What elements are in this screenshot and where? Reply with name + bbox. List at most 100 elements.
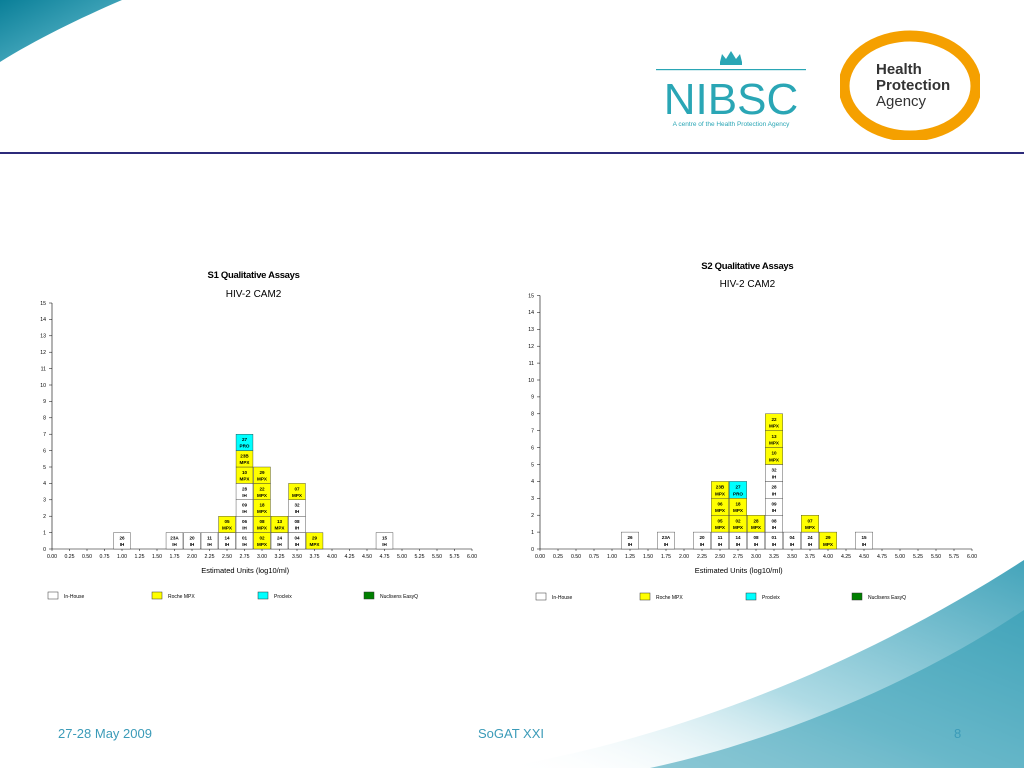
x-tick-label: 5.75 [449, 554, 459, 560]
data-box-assay: MPX [769, 441, 780, 446]
data-box-lab: 08 [771, 518, 777, 523]
x-tick-label: 2.50 [222, 554, 232, 560]
data-box-assay: MPX [715, 508, 726, 513]
data-box-assay: IH [295, 526, 300, 531]
x-tick-label: 0.00 [47, 554, 57, 560]
y-tick-label: 8 [531, 412, 534, 418]
data-box-lab: 04 [789, 535, 795, 540]
data-box-assay: MPX [715, 525, 726, 530]
x-tick-label: 3.75 [309, 554, 319, 560]
y-tick-label: 14 [40, 317, 46, 323]
data-box-assay: MPX [275, 526, 286, 531]
y-tick-label: 10 [40, 383, 46, 389]
x-tick-label: 1.00 [607, 554, 617, 560]
data-box [729, 481, 747, 499]
x-tick-label: 1.25 [134, 554, 144, 560]
data-box-assay: IH [120, 542, 125, 547]
y-tick-label: 13 [40, 334, 46, 340]
data-box-lab: 10 [771, 451, 777, 456]
data-box-assay: IH [862, 542, 867, 547]
y-tick-label: 9 [531, 395, 534, 401]
y-tick-label: 9 [43, 399, 46, 405]
data-box [783, 531, 801, 550]
data-box-assay: MPX [257, 493, 268, 498]
data-box-lab: 06 [242, 519, 248, 524]
y-tick-label: 1 [531, 530, 534, 536]
data-box-assay: MPX [292, 493, 303, 498]
data-box-assay: IH [772, 474, 777, 479]
data-box [375, 532, 394, 550]
data-box-assay: IH [225, 542, 230, 547]
y-tick-label: 14 [528, 310, 534, 316]
legend-label: Procleix [274, 594, 292, 600]
y-tick-label: 10 [528, 378, 534, 384]
x-tick-label: 1.75 [661, 554, 671, 560]
data-box-lab: 28 [242, 486, 248, 491]
legend-label: Roche MPX [168, 594, 195, 600]
x-axis-label: Estimated Units (log10/ml) [201, 566, 289, 575]
data-box-lab: 26 [119, 535, 125, 540]
y-tick-label: 6 [43, 448, 46, 454]
x-tick-label: 0.25 [64, 554, 74, 560]
data-box-assay: MPX [257, 542, 268, 547]
data-box-assay: MPX [257, 526, 268, 531]
data-box-assay: IH [772, 491, 777, 496]
x-tick-label: 4.75 [379, 554, 389, 560]
data-box-lab: 20 [189, 535, 195, 540]
y-tick-label: 4 [531, 479, 534, 485]
x-axis-label: Estimated Units (log10/ml) [695, 566, 783, 575]
crown-icon [720, 51, 742, 65]
y-tick-label: 0 [43, 547, 46, 553]
y-tick-label: 5 [43, 465, 46, 471]
data-box-lab: 07 [294, 486, 300, 491]
data-box-lab: 24 [277, 535, 283, 540]
legend-swatch [151, 591, 163, 600]
legend-label: Nuclisens EasyQ [380, 594, 418, 600]
data-box-lab: 26 [627, 535, 633, 540]
y-tick-label: 11 [41, 366, 46, 372]
x-tick-label: 4.50 [859, 554, 869, 560]
data-box-assay: IH [808, 542, 813, 547]
legend-swatch [257, 591, 269, 600]
data-box-assay: MPX [715, 491, 726, 496]
x-tick-label: 2.25 [204, 554, 214, 560]
y-tick-label: 12 [40, 350, 46, 356]
data-box-assay: MPX [257, 476, 268, 481]
data-box-lab: 27 [735, 484, 741, 489]
x-tick-label: 5.00 [895, 554, 905, 560]
data-box-lab: 15 [861, 535, 867, 540]
x-tick-label: 4.25 [344, 554, 354, 560]
data-box-assay: MPX [257, 509, 268, 514]
data-box [270, 516, 289, 533]
chart-title: S2 Qualitative Assays [701, 261, 793, 272]
data-box [765, 413, 783, 431]
data-box-assay: IH [242, 542, 247, 547]
y-tick-label: 12 [528, 344, 534, 350]
data-box-lab: 04 [294, 535, 300, 540]
x-tick-label: 4.75 [877, 554, 887, 560]
x-tick-label: 4.25 [841, 554, 851, 560]
data-box-lab: 13 [771, 434, 777, 439]
data-box-lab: 14 [224, 535, 230, 540]
y-tick-label: 2 [43, 514, 46, 520]
x-tick-label: 4.00 [327, 554, 337, 560]
data-box-lab: 18 [259, 503, 265, 508]
data-box [113, 532, 131, 550]
data-box-assay: MPX [240, 460, 251, 465]
x-tick-label: 4.50 [362, 554, 372, 560]
data-box-assay: IH [718, 542, 723, 547]
y-tick-label: 8 [43, 416, 46, 422]
data-box-assay: IH [736, 542, 741, 547]
data-box-lab: 32 [294, 503, 300, 508]
data-box-assay: IH [700, 542, 705, 547]
data-box-assay: IH [207, 542, 212, 547]
x-tick-label: 3.25 [274, 554, 284, 560]
data-box-lab: 23A [662, 535, 671, 540]
chart-s2: S2 Qualitative Assays HIV-2 CAM2 0 1 2 3 4 5 6 7 8… [518, 252, 978, 612]
hpa-line3: Agency [876, 93, 927, 110]
data-box-lab: 27 [242, 437, 248, 442]
data-box [747, 515, 765, 533]
data-box-assay: IH [295, 542, 300, 547]
data-box [801, 515, 819, 533]
